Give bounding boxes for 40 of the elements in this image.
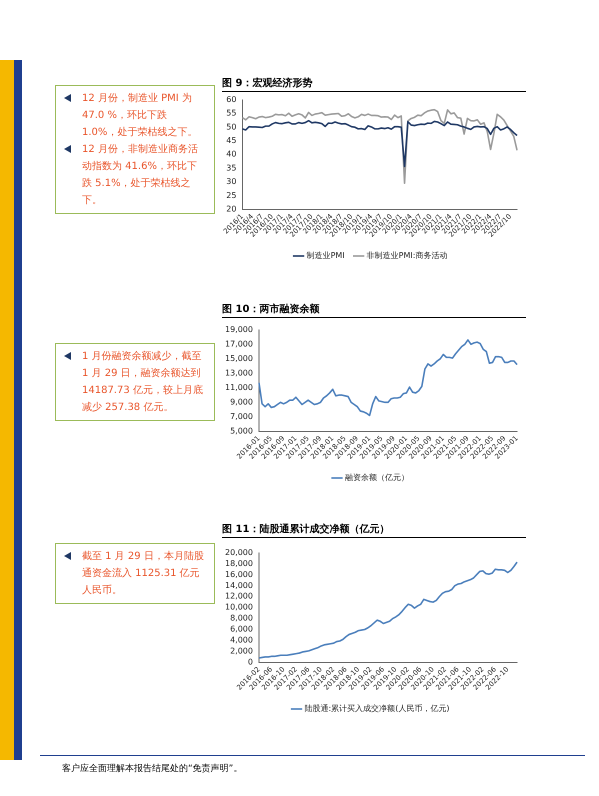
y-tick-label: 55 xyxy=(226,108,236,118)
y-tick-label: 14,000 xyxy=(224,580,253,590)
y-tick-label: 20,000 xyxy=(224,548,253,557)
text: 客户应全面理解本报告结尾处的“免责声明”。 xyxy=(62,762,242,775)
y-tick-label: 50 xyxy=(226,122,236,132)
text: 1 月份融资余额减少，截至 1 月 29 日，融资余额达到 14187.73 亿元，较上月底减少 257.38 亿元。 xyxy=(82,351,203,413)
y-tick-label: 45 xyxy=(226,136,236,146)
y-tick-label: 4,000 xyxy=(230,636,253,645)
y-tick-label: 19,000 xyxy=(224,324,253,334)
y-tick-label: 17,000 xyxy=(224,339,253,348)
y-tick-label: 2,000 xyxy=(230,646,253,656)
y-tick-label: 40 xyxy=(226,150,236,159)
y-tick-label: 0 xyxy=(248,657,253,666)
y-tick-label: 20 xyxy=(226,204,236,214)
chart-title: 图 9：宏观经济形势 xyxy=(222,76,526,92)
y-tick-label: 12,000 xyxy=(224,592,253,601)
y-tick-label: 16,000 xyxy=(224,570,253,579)
y-tick-label: 15,000 xyxy=(224,354,253,363)
y-tick-label: 9,000 xyxy=(230,397,253,406)
y-tick-label: 60 xyxy=(226,94,236,104)
text: 12 月份，制造业 PMI 为 47.0 %，环比下跌 1.0%，处于荣枯线之下。 xyxy=(82,93,198,138)
y-tick-label: 5,000 xyxy=(230,426,253,436)
y-tick-label: 30 xyxy=(226,177,236,186)
legend-label: 制造业PMI xyxy=(306,251,345,260)
text: 截至 1 月 29 日，本月陆股通资金流入 1125.31 亿元人民币。 xyxy=(82,551,204,596)
legend-label: 融资余额（亿元） xyxy=(345,473,409,482)
legend-label: 非制造业PMI:商务活动 xyxy=(366,251,448,260)
legend-label: 陆股通:累计买入成交净额(人民币，亿元) xyxy=(304,704,450,714)
text: 12 月份，非制造业商务活动指数为 41.6%，环比下跌 5.1%，处于荣枯线之下。 xyxy=(82,144,198,206)
chart-title: 图 11：陆股通累计成交净额（亿元） xyxy=(222,522,526,538)
y-tick-label: 7,000 xyxy=(230,412,253,421)
y-tick-label: 8,000 xyxy=(230,614,253,623)
y-tick-label: 13,000 xyxy=(224,368,253,378)
y-tick-label: 25 xyxy=(226,190,236,200)
y-tick-label: 10,000 xyxy=(224,602,253,612)
y-tick-label: 11,000 xyxy=(224,382,253,392)
y-tick-label: 6,000 xyxy=(230,624,253,634)
y-tick-label: 18,000 xyxy=(224,558,253,568)
y-tick-label: 35 xyxy=(226,163,236,172)
chart-title: 图 10：两市融资余额 xyxy=(222,302,526,318)
